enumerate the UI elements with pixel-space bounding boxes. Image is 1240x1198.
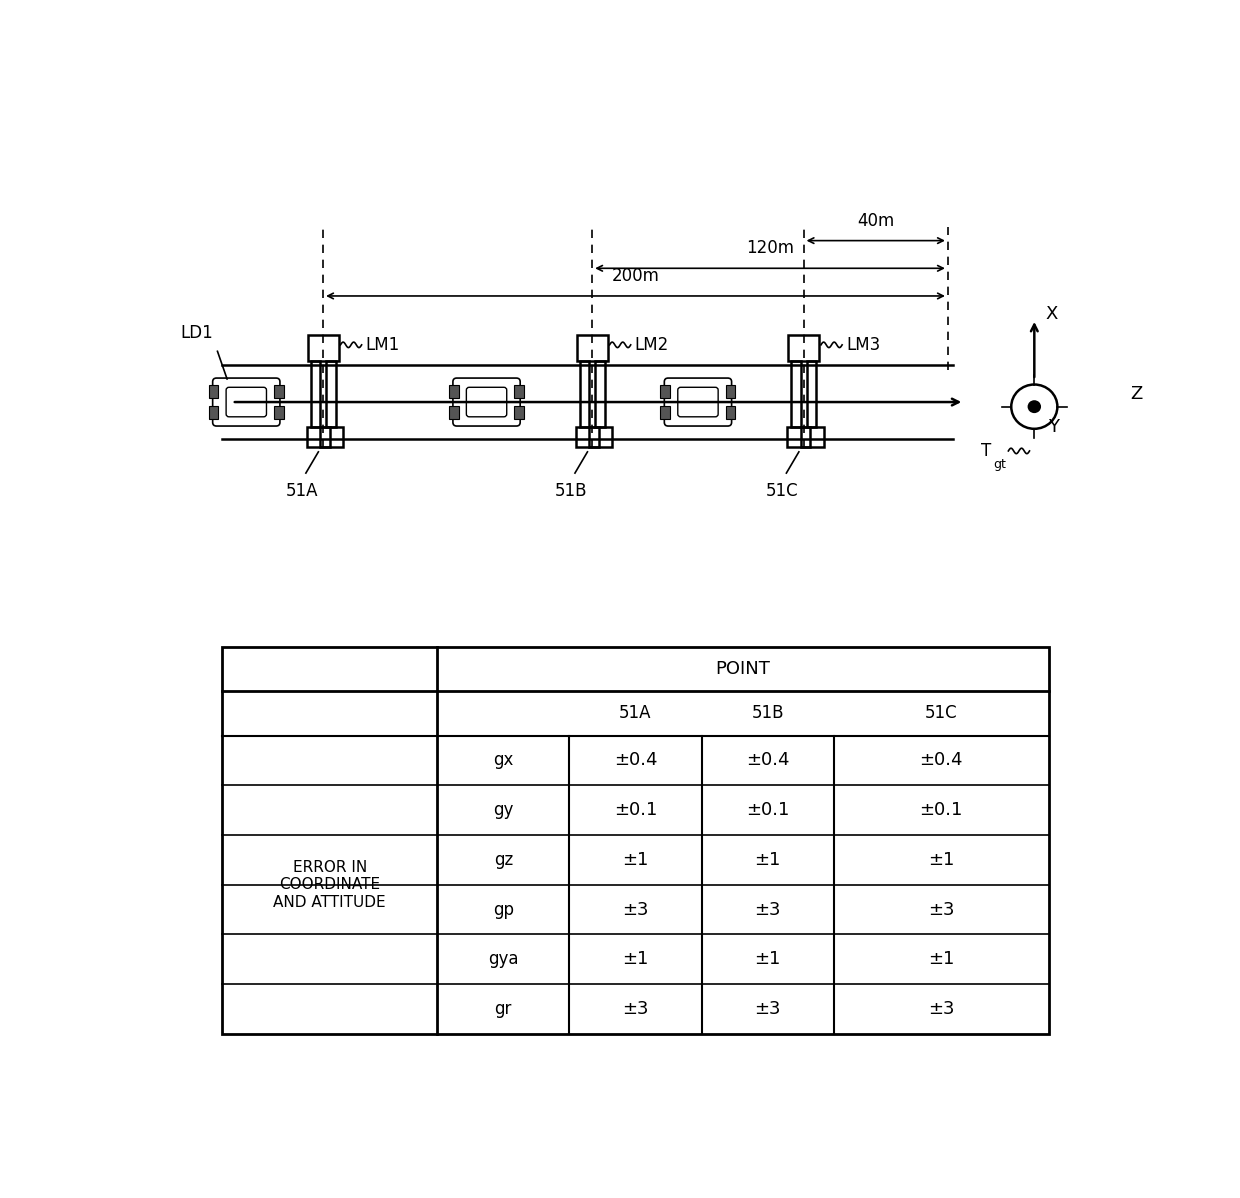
Text: Z: Z: [1131, 385, 1143, 403]
Bar: [274, 386, 284, 399]
Bar: [515, 386, 525, 399]
Text: gp: gp: [492, 901, 513, 919]
Text: ±0.4: ±0.4: [920, 751, 963, 769]
Bar: [580, 361, 589, 426]
Text: LM3: LM3: [846, 335, 880, 353]
Text: LD1: LD1: [180, 325, 213, 343]
Bar: [789, 334, 820, 361]
Bar: [222, 647, 1049, 1034]
Bar: [589, 426, 613, 447]
Text: ±0.1: ±0.1: [920, 801, 963, 819]
Text: gx: gx: [494, 751, 513, 769]
Text: ±1: ±1: [928, 950, 955, 968]
Bar: [306, 426, 330, 447]
Text: 51B: 51B: [554, 483, 588, 501]
Text: 200m: 200m: [611, 267, 660, 285]
Text: 51C: 51C: [925, 704, 957, 722]
Text: gr: gr: [495, 1000, 512, 1018]
Bar: [595, 361, 605, 426]
Text: ±1: ±1: [755, 950, 781, 968]
Text: ±0.4: ±0.4: [746, 751, 790, 769]
Bar: [449, 406, 459, 418]
Bar: [661, 406, 670, 418]
Text: ERROR IN
COORDINATE
AND ATTITUDE: ERROR IN COORDINATE AND ATTITUDE: [273, 860, 386, 909]
Text: ±0.4: ±0.4: [614, 751, 657, 769]
Text: gy: gy: [494, 801, 513, 819]
Text: ±1: ±1: [928, 851, 955, 869]
Bar: [661, 386, 670, 399]
Text: 51C: 51C: [766, 483, 799, 501]
Bar: [515, 406, 525, 418]
Text: ±3: ±3: [622, 1000, 649, 1018]
Text: Y: Y: [1048, 418, 1059, 436]
Circle shape: [1028, 400, 1042, 413]
Bar: [326, 361, 336, 426]
Text: ±0.1: ±0.1: [614, 801, 657, 819]
Bar: [806, 361, 816, 426]
Text: gt: gt: [993, 459, 1006, 471]
Text: 51A: 51A: [619, 704, 652, 722]
Text: ±3: ±3: [622, 901, 649, 919]
Text: 40m: 40m: [857, 212, 894, 230]
Text: ±3: ±3: [754, 901, 781, 919]
Text: X: X: [1045, 305, 1058, 323]
Text: ±3: ±3: [928, 1000, 955, 1018]
Text: ±1: ±1: [622, 950, 649, 968]
Bar: [801, 426, 823, 447]
Text: 51A: 51A: [285, 483, 319, 501]
Bar: [725, 386, 735, 399]
Text: ±0.1: ±0.1: [746, 801, 790, 819]
Text: gz: gz: [494, 851, 513, 869]
Text: 120m: 120m: [746, 240, 794, 258]
Text: LM2: LM2: [635, 335, 668, 353]
Bar: [787, 426, 811, 447]
Text: T: T: [982, 442, 992, 460]
Text: ±1: ±1: [622, 851, 649, 869]
Text: ±1: ±1: [755, 851, 781, 869]
Text: 51B: 51B: [751, 704, 784, 722]
Bar: [575, 426, 599, 447]
Bar: [449, 386, 459, 399]
Bar: [208, 386, 218, 399]
Text: LM1: LM1: [366, 335, 399, 353]
Bar: [725, 406, 735, 418]
Bar: [274, 406, 284, 418]
Text: POINT: POINT: [715, 660, 770, 678]
Text: ±3: ±3: [754, 1000, 781, 1018]
Text: gya: gya: [489, 950, 518, 968]
Bar: [208, 406, 218, 418]
Text: ±3: ±3: [928, 901, 955, 919]
Bar: [308, 334, 339, 361]
Bar: [791, 361, 801, 426]
Bar: [311, 361, 320, 426]
Bar: [320, 426, 343, 447]
Bar: [577, 334, 608, 361]
